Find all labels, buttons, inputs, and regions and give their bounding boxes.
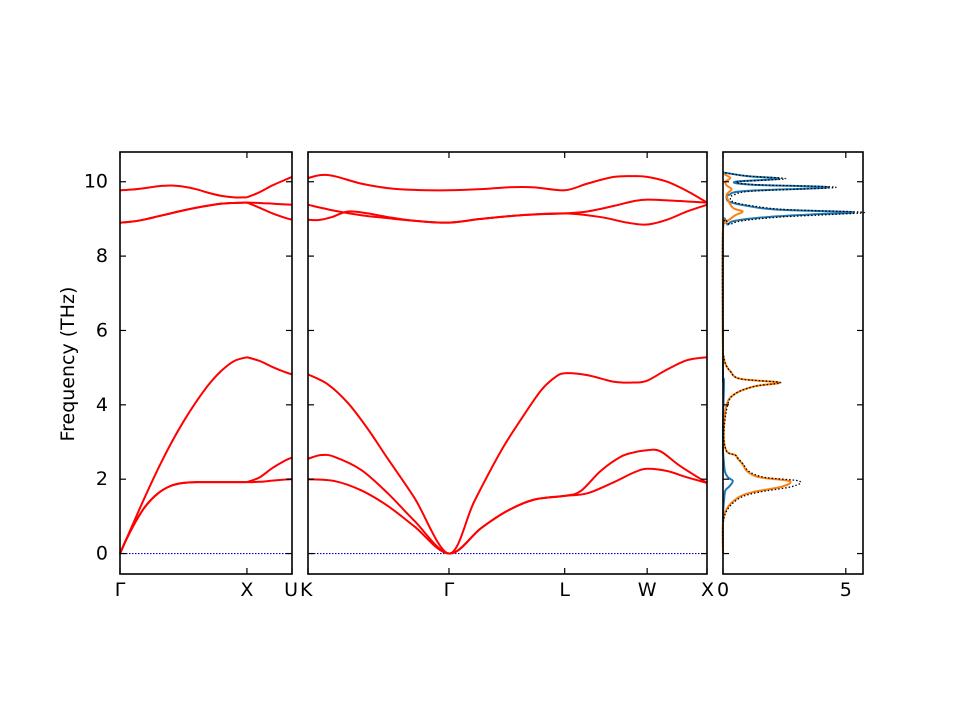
y-tick-label: 0	[96, 543, 108, 565]
x-tick-label: 0	[717, 579, 729, 601]
x-tick-label: U	[284, 579, 298, 601]
plot-frame	[722, 151, 864, 575]
x-tick-label: 5	[840, 579, 852, 601]
x-tick-label: L	[559, 579, 570, 601]
band-line	[119, 481, 247, 554]
band-line	[119, 184, 247, 199]
y-tick-label: 8	[96, 245, 108, 267]
band-line	[246, 356, 293, 376]
x-tick-label: X	[240, 579, 253, 601]
band-line	[307, 198, 708, 224]
y-axis-label: Frequency (THz)	[57, 287, 79, 442]
band-line	[307, 203, 708, 226]
band-line	[119, 201, 247, 224]
x-tick-label: W	[638, 579, 657, 601]
x-tick-label: K	[300, 579, 313, 601]
band-line	[246, 201, 293, 206]
band-line	[119, 481, 247, 554]
y-tick-label: 10	[84, 171, 108, 193]
band-structure-panel-gamma-x-u: Γ X U 0 2 4 6 8 10	[84, 151, 298, 601]
band-line	[307, 448, 708, 555]
x-tick-label: Γ	[115, 579, 126, 601]
dos-total-line	[721, 171, 865, 554]
y-tick-label: 6	[96, 319, 108, 341]
band-line	[307, 356, 708, 555]
band-line	[246, 201, 293, 221]
y-tick-label: 4	[96, 394, 108, 416]
plot-frame	[307, 151, 708, 575]
band-line	[246, 456, 293, 484]
band-line	[307, 173, 708, 204]
band-line	[119, 356, 248, 554]
y-tick-label: 2	[96, 468, 108, 490]
plot-frame	[119, 151, 293, 575]
band-line	[246, 175, 293, 199]
x-tick-label: X	[701, 579, 714, 601]
x-tick-label: Γ	[444, 579, 455, 601]
dos-partial-line	[721, 173, 792, 554]
